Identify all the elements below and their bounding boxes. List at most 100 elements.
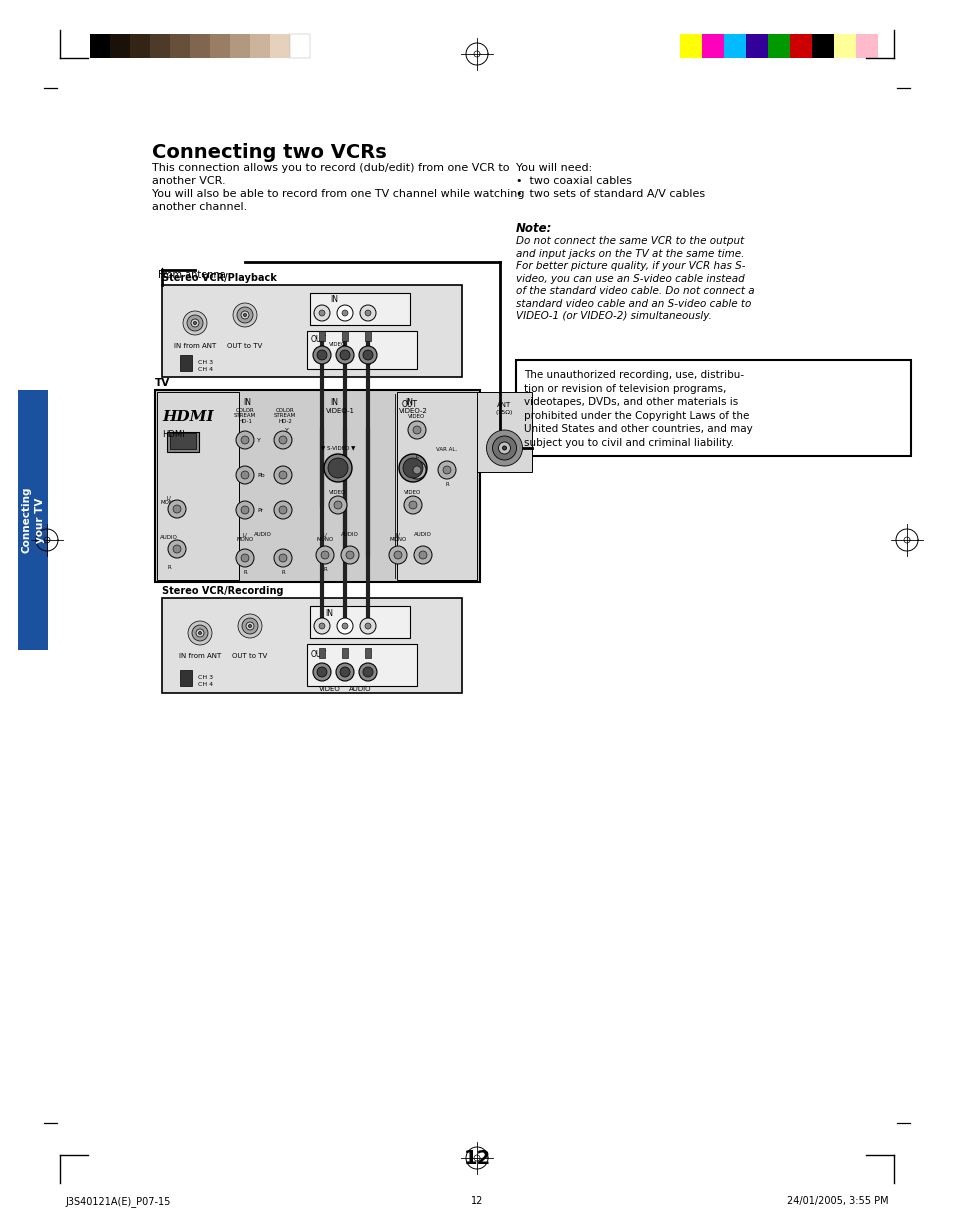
Circle shape: [402, 458, 422, 478]
Text: •  two coaxial cables: • two coaxial cables: [516, 176, 631, 186]
Circle shape: [236, 308, 253, 323]
Circle shape: [314, 305, 330, 321]
Text: 12: 12: [471, 1196, 482, 1206]
Bar: [365, 331, 371, 342]
Text: Note:: Note:: [516, 222, 552, 235]
Bar: [130, 34, 150, 58]
Text: HDMI: HDMI: [162, 430, 185, 440]
Circle shape: [389, 546, 407, 564]
Circle shape: [403, 497, 421, 513]
Text: AUDIO: AUDIO: [414, 532, 432, 536]
Text: IN: IN: [330, 398, 337, 407]
Bar: [811, 34, 833, 58]
Bar: [365, 648, 371, 658]
Circle shape: [442, 466, 451, 474]
Text: L: L: [416, 454, 418, 459]
Text: subject you to civil and criminal liability.: subject you to civil and criminal liabil…: [523, 437, 733, 448]
Circle shape: [315, 546, 334, 564]
Text: TV: TV: [154, 378, 170, 388]
Text: ▼ S-VIDEO ▼: ▼ S-VIDEO ▼: [320, 444, 355, 450]
Text: ANT: ANT: [497, 402, 511, 408]
Bar: [180, 670, 192, 685]
Circle shape: [409, 501, 416, 509]
Bar: [162, 598, 461, 693]
Circle shape: [241, 506, 249, 513]
Bar: [270, 34, 290, 58]
Bar: [516, 360, 910, 457]
Bar: [150, 34, 170, 58]
Circle shape: [192, 625, 208, 641]
Circle shape: [413, 426, 420, 434]
Circle shape: [278, 436, 287, 444]
Circle shape: [408, 461, 426, 480]
Circle shape: [278, 553, 287, 562]
Text: another VCR.: another VCR.: [152, 176, 226, 186]
Text: another channel.: another channel.: [152, 202, 247, 212]
Bar: [154, 390, 479, 582]
Text: IN from ANT: IN from ANT: [178, 653, 221, 659]
Text: of the standard video cable. Do not connect a: of the standard video cable. Do not conn…: [516, 286, 754, 295]
Text: VIDEO-1 (or VIDEO-2) simultaneously.: VIDEO-1 (or VIDEO-2) simultaneously.: [516, 311, 711, 321]
Text: VIDEO: VIDEO: [404, 490, 421, 495]
Circle shape: [492, 436, 516, 460]
Text: Pb: Pb: [256, 472, 264, 477]
Circle shape: [278, 506, 287, 513]
Circle shape: [198, 631, 201, 635]
Bar: [396, 392, 476, 580]
Circle shape: [324, 454, 352, 482]
Bar: [307, 331, 416, 369]
Circle shape: [359, 305, 375, 321]
Text: Y: Y: [285, 427, 289, 434]
Text: From antenna: From antenna: [158, 270, 226, 280]
Bar: [318, 648, 325, 658]
Text: VIDEO: VIDEO: [329, 342, 346, 348]
Text: R: R: [243, 570, 247, 575]
Circle shape: [341, 622, 348, 629]
Bar: [341, 331, 348, 342]
Circle shape: [233, 303, 256, 327]
Circle shape: [437, 461, 456, 480]
Text: VIDEO: VIDEO: [329, 490, 346, 495]
Text: prohibited under the Copyright Laws of the: prohibited under the Copyright Laws of t…: [523, 411, 749, 420]
Bar: [855, 34, 877, 58]
Bar: [789, 34, 811, 58]
Text: VIDEO-2: VIDEO-2: [398, 408, 427, 414]
Circle shape: [243, 314, 246, 316]
Text: OUT to TV: OUT to TV: [233, 653, 268, 659]
Circle shape: [320, 551, 329, 559]
Text: R: R: [323, 567, 327, 572]
Circle shape: [172, 545, 181, 553]
Text: OUT to TV: OUT to TV: [227, 343, 262, 349]
Circle shape: [363, 350, 373, 360]
Bar: [679, 34, 701, 58]
Circle shape: [193, 321, 196, 325]
Circle shape: [418, 551, 427, 559]
Circle shape: [242, 618, 257, 635]
Bar: [307, 644, 416, 685]
Circle shape: [413, 466, 420, 474]
Circle shape: [318, 310, 325, 316]
Circle shape: [335, 662, 354, 681]
Bar: [833, 34, 855, 58]
Circle shape: [334, 501, 341, 509]
Text: This connection allows you to record (dub/edit) from one VCR to: This connection allows you to record (du…: [152, 163, 509, 173]
Circle shape: [237, 614, 262, 638]
Text: VIDEO: VIDEO: [319, 685, 340, 691]
Text: CH 3: CH 3: [198, 360, 213, 365]
Circle shape: [168, 500, 186, 518]
Circle shape: [235, 431, 253, 449]
Bar: [162, 285, 461, 377]
Circle shape: [339, 667, 350, 677]
Circle shape: [187, 315, 203, 331]
Bar: [190, 34, 210, 58]
Bar: [110, 34, 130, 58]
Bar: [180, 355, 192, 371]
Circle shape: [414, 546, 432, 564]
Circle shape: [341, 310, 348, 316]
Text: IN: IN: [330, 295, 337, 304]
Text: Stereo VCR/Recording: Stereo VCR/Recording: [162, 586, 283, 596]
Text: AUDIO: AUDIO: [160, 535, 178, 540]
Circle shape: [274, 431, 292, 449]
Text: COLOR
STREAM
HD-1: COLOR STREAM HD-1: [233, 408, 255, 424]
Bar: [230, 34, 250, 58]
